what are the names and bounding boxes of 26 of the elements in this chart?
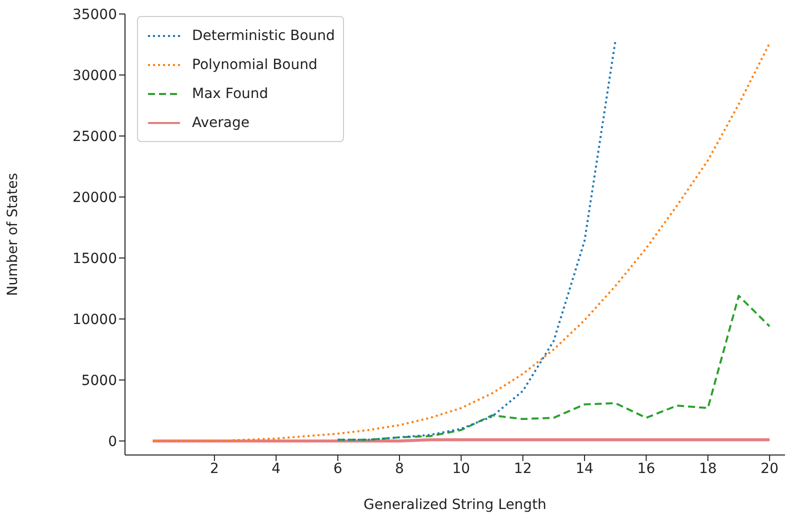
y-tick-label: 0 bbox=[108, 434, 117, 450]
y-tick-label: 20000 bbox=[72, 190, 117, 206]
x-tick-label: 2 bbox=[210, 460, 219, 477]
legend-label: Average bbox=[192, 114, 250, 130]
x-tick-label: 18 bbox=[698, 460, 717, 477]
x-tick-label: 6 bbox=[333, 460, 342, 477]
legend-label: Max Found bbox=[192, 86, 268, 102]
x-tick-label: 8 bbox=[395, 460, 404, 477]
x-tick-label: 14 bbox=[576, 460, 594, 477]
x-tick-label: 20 bbox=[760, 460, 778, 477]
y-tick-label: 25000 bbox=[72, 128, 117, 145]
x-tick-label: 12 bbox=[514, 460, 532, 477]
line-series bbox=[336, 40, 616, 441]
x-tick-label: 4 bbox=[272, 460, 281, 477]
y-axis-title: Number of States bbox=[4, 173, 21, 296]
x-tick-label: 16 bbox=[637, 460, 656, 477]
y-tick-label: 10000 bbox=[72, 312, 117, 328]
y-tick-label: 30000 bbox=[72, 68, 117, 84]
y-tick-label: 35000 bbox=[72, 6, 117, 23]
legend-label: Deterministic Bound bbox=[192, 28, 335, 44]
y-tick-label: 15000 bbox=[72, 250, 117, 267]
x-tick-label: 10 bbox=[452, 460, 470, 477]
line-series bbox=[152, 42, 771, 442]
y-tick-label: 5000 bbox=[81, 372, 117, 389]
legend-label: Polynomial Bound bbox=[192, 56, 318, 72]
x-axis-title: Generalized String Length bbox=[364, 497, 546, 513]
